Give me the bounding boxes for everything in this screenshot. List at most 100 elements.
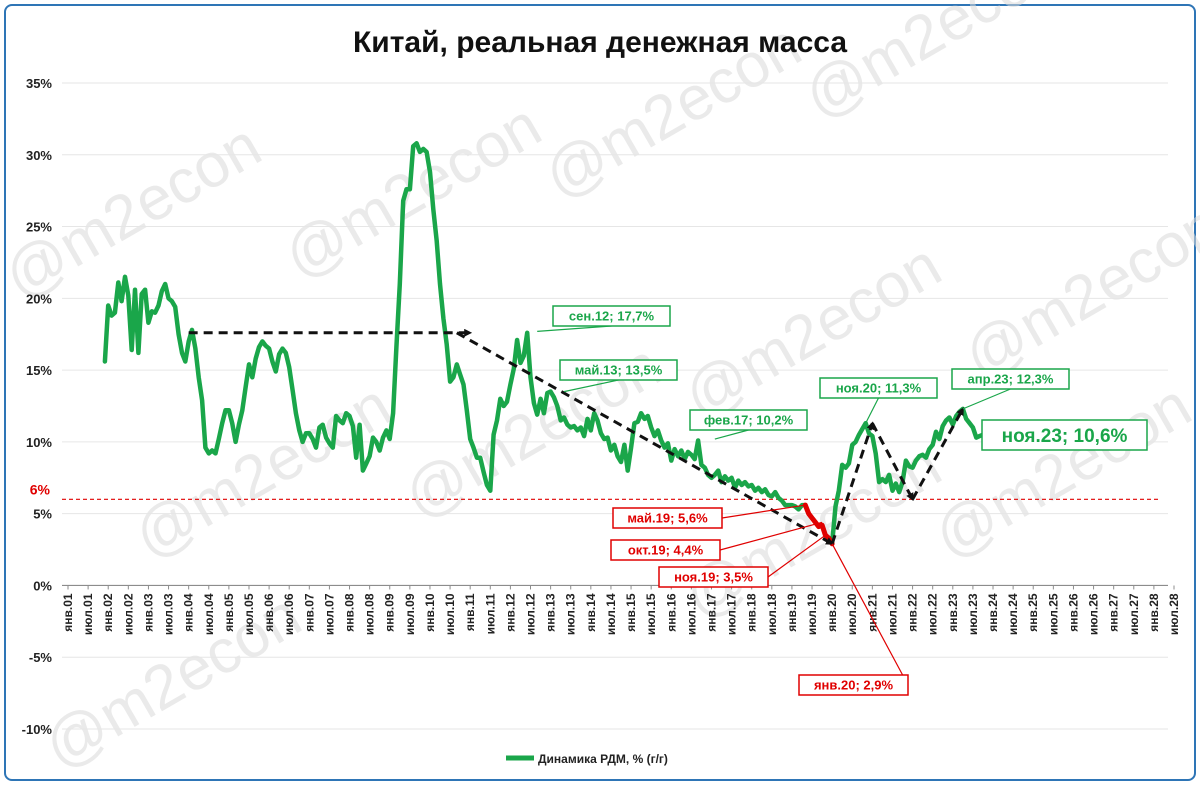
watermark-text: @m2econ bbox=[953, 191, 1200, 393]
x-tick-label: янв.10 bbox=[423, 593, 437, 632]
callout-text: ноя.19; 3,5% bbox=[674, 570, 753, 585]
x-tick-label: янв.23 bbox=[946, 593, 960, 632]
data-label-callout: апр.23; 12,3% bbox=[951, 368, 1070, 410]
x-tick-label: июл.08 bbox=[363, 593, 377, 635]
x-tick-label: июл.04 bbox=[202, 593, 216, 635]
y-tick-label: 30% bbox=[26, 148, 52, 163]
y-tick-label: 15% bbox=[26, 363, 52, 378]
x-tick-label: янв.21 bbox=[865, 593, 879, 632]
x-tick-label: июл.25 bbox=[1046, 593, 1060, 635]
callout-box bbox=[610, 539, 721, 561]
y-tick-label: 35% bbox=[26, 76, 52, 91]
callout-box bbox=[798, 674, 909, 696]
x-tick-label: июл.05 bbox=[242, 593, 256, 635]
x-tick-label: янв.12 bbox=[503, 593, 517, 632]
x-tick-label: июл.16 bbox=[684, 593, 698, 635]
x-tick-label: янв.13 bbox=[544, 593, 558, 632]
data-label-callout: сен.12; 17,7% bbox=[537, 305, 671, 332]
x-tick-label: янв.16 bbox=[664, 593, 678, 632]
watermark-text: @m2econ bbox=[793, 0, 1073, 132]
x-tick-label: июл.15 bbox=[644, 593, 658, 635]
data-label-callout: ноя.23; 10,6% bbox=[981, 419, 1148, 451]
callout-box bbox=[819, 377, 938, 399]
callout-text: апр.23; 12,3% bbox=[968, 372, 1054, 387]
x-tick-label: июл.02 bbox=[121, 593, 135, 635]
chart-title: Китай, реальная денежная масса bbox=[353, 26, 847, 59]
watermark-text: @m2econ bbox=[923, 371, 1200, 573]
callout-text: янв.20; 2,9% bbox=[814, 678, 894, 693]
series-layer bbox=[102, 141, 989, 547]
y-tick-label: 0% bbox=[33, 578, 52, 593]
callout-box bbox=[559, 359, 678, 381]
x-tick-label: янв.08 bbox=[343, 593, 357, 632]
x-tick-label: июл.14 bbox=[604, 593, 618, 635]
x-tick-label: июл.09 bbox=[403, 593, 417, 635]
callout-leader bbox=[831, 543, 909, 686]
x-tick-label: июл.12 bbox=[524, 593, 538, 635]
y-tick-label: -5% bbox=[29, 650, 53, 665]
y-axis: 35% 30% 25% 20% 15% 10% 5% 0% -5% -10% bbox=[22, 76, 53, 737]
x-tick-label: июл.20 bbox=[845, 593, 859, 635]
x-tick-label: июл.17 bbox=[725, 593, 739, 635]
annotation-layer: сен.12; 17,7% май.13; 13,5% фев.17; 10,2% н… bbox=[537, 305, 1148, 696]
y-tick-label: 25% bbox=[26, 220, 52, 235]
x-tick-label: июл.19 bbox=[805, 593, 819, 635]
x-tick-label: янв.09 bbox=[383, 593, 397, 632]
x-tick-label: июл.06 bbox=[282, 593, 296, 635]
x-tick-label: янв.07 bbox=[302, 593, 316, 632]
callout-leader bbox=[563, 379, 619, 393]
callout-text: ноя.20; 11,3% bbox=[836, 381, 922, 396]
x-tick-label: янв.04 bbox=[182, 593, 196, 632]
callout-text: фев.17; 10,2% bbox=[704, 413, 794, 428]
callout-box bbox=[658, 566, 769, 588]
x-tick-label: июл.24 bbox=[1006, 593, 1020, 635]
callout-text: сен.12; 17,7% bbox=[569, 309, 655, 324]
x-tick-label: янв.14 bbox=[584, 593, 598, 632]
callout-text: окт.19; 4,4% bbox=[628, 543, 704, 558]
y-tick-label: 20% bbox=[26, 291, 52, 306]
callout-leader bbox=[721, 504, 806, 519]
y-tick-label: -10% bbox=[22, 722, 53, 737]
data-label-callout: янв.20; 2,9% bbox=[798, 543, 909, 696]
x-tick-label: июл.22 bbox=[926, 593, 940, 635]
x-tick-label: янв.22 bbox=[906, 593, 920, 632]
trend-arrow bbox=[456, 331, 834, 546]
threshold-label: 6% bbox=[30, 481, 51, 497]
callout-leader bbox=[767, 534, 826, 578]
trend-arrows bbox=[188, 328, 965, 546]
x-tick-label: янв.03 bbox=[141, 593, 155, 632]
x-tick-label: июл.13 bbox=[564, 593, 578, 635]
x-tick-label: янв.15 bbox=[624, 593, 638, 632]
x-tick-label: янв.28 bbox=[1147, 593, 1161, 632]
series-line bbox=[102, 141, 989, 547]
x-tick-label: июл.10 bbox=[443, 593, 457, 635]
x-tick-label: янв.19 bbox=[785, 593, 799, 632]
x-tick-label: июл.23 bbox=[966, 593, 980, 635]
watermark-text: @m2econ bbox=[273, 91, 553, 293]
callout-text: май.13; 13,5% bbox=[575, 363, 663, 378]
x-tick-label: июл.21 bbox=[885, 593, 899, 635]
y-tick-label: 5% bbox=[33, 507, 52, 522]
callout-box bbox=[951, 368, 1070, 390]
callout-leader bbox=[537, 325, 612, 332]
x-tick-label: янв.27 bbox=[1107, 593, 1121, 632]
x-tick-label: янв.26 bbox=[1066, 593, 1080, 632]
trend-arrow bbox=[830, 421, 875, 545]
watermark-text: @m2econ bbox=[673, 231, 953, 433]
legend-label: Динамика РДМ, % (г/г) bbox=[538, 752, 668, 766]
callout-leader bbox=[865, 397, 880, 424]
data-label-callout: фев.17; 10,2% bbox=[689, 409, 808, 440]
callout-leader bbox=[714, 429, 749, 440]
x-tick-label: июл.11 bbox=[483, 593, 497, 634]
x-tick-label: июл.07 bbox=[322, 593, 336, 635]
callout-box bbox=[612, 507, 723, 529]
x-axis: янв.01 июл.01 янв.02 июл.02 янв.03 июл.03 янв.… bbox=[61, 585, 1181, 635]
x-tick-label: янв.06 bbox=[262, 593, 276, 632]
x-tick-label: июл.27 bbox=[1127, 593, 1141, 635]
watermark-text: @m2econ bbox=[0, 111, 273, 313]
x-tick-label: июл.28 bbox=[1167, 593, 1181, 635]
x-tick-label: янв.25 bbox=[1026, 593, 1040, 632]
y-tick-label: 10% bbox=[26, 435, 52, 450]
